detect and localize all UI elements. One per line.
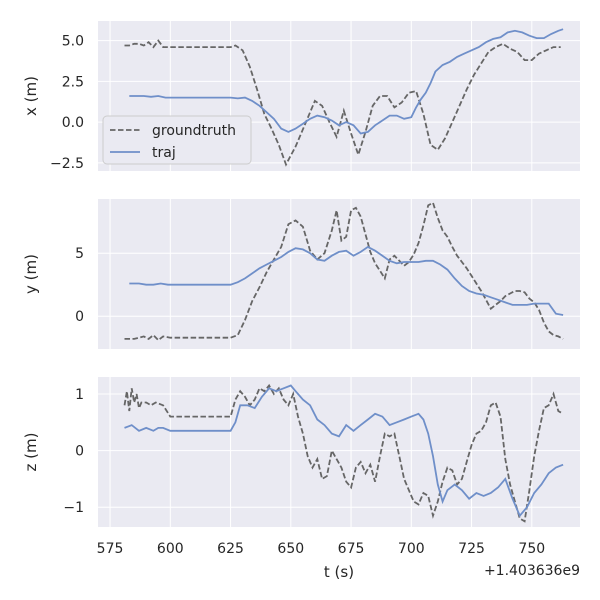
x-tick-label: 675 (338, 541, 365, 557)
traj-line-x (129, 28, 564, 135)
y-tick-label: 0 (75, 309, 84, 325)
x-tick-label: 650 (277, 541, 304, 557)
groundtruth-line-z (123, 383, 564, 523)
traj-line-y (129, 245, 564, 316)
subplot-y: 0 5 y (m) (22, 199, 580, 349)
y-tick-label: −1 (63, 500, 84, 516)
x-tick-label: 625 (217, 541, 244, 557)
x-tick-label: 725 (458, 541, 485, 557)
x-axis-label: t (s) (324, 563, 354, 581)
y-tick-label: −2.5 (50, 156, 84, 172)
y-tick-label: 1 (75, 387, 84, 403)
x-tick-label: 600 (157, 541, 184, 557)
traj-line-z (124, 384, 564, 518)
legend-label-traj: traj (152, 145, 176, 161)
x-tick-label: 575 (97, 541, 124, 557)
legend: groundtruth traj (102, 115, 252, 165)
x-tick-label: 700 (398, 541, 425, 557)
y-tick-label: 2.5 (62, 74, 84, 90)
y-axis-label: y (m) (22, 254, 40, 294)
plot-area-z (98, 377, 580, 527)
y-axis-label: x (m) (22, 76, 40, 116)
subplot-z: −1 0 1 z (m) (22, 377, 580, 527)
y-tick-label: 5 (75, 246, 84, 262)
y-tick-label: 0.0 (62, 115, 84, 131)
y-tick-label: 0 (75, 444, 84, 460)
legend-label-groundtruth: groundtruth (152, 123, 236, 139)
x-tick-label: 750 (518, 541, 545, 557)
x-offset-text: +1.403636e9 (484, 563, 580, 579)
y-tick-label: 5.0 (62, 34, 84, 50)
y-axis-label: z (m) (22, 433, 40, 472)
